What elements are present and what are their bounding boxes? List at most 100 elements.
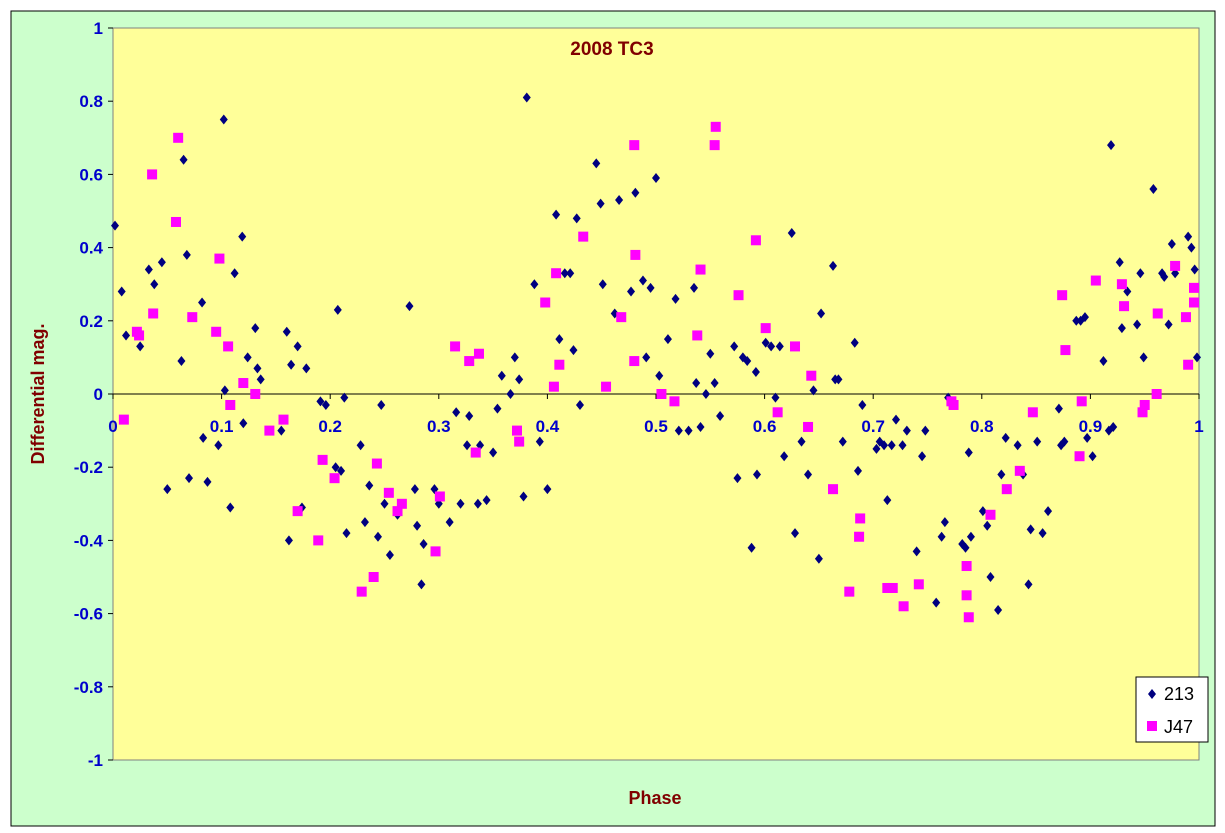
point-213	[902, 425, 911, 436]
point-213	[838, 436, 847, 447]
point-213	[410, 484, 419, 495]
y-tick-label: 0.6	[79, 165, 103, 184]
point-213	[596, 198, 605, 209]
point-j47	[214, 253, 225, 264]
point-213	[1193, 352, 1201, 363]
point-213	[780, 451, 789, 462]
point-213	[569, 345, 578, 356]
point-213	[918, 451, 927, 462]
point-213	[543, 484, 552, 495]
point-j47	[887, 582, 898, 593]
point-j47	[1183, 359, 1194, 370]
point-j47	[223, 341, 234, 352]
x-tick-label: 0.7	[861, 417, 885, 436]
point-j47	[1060, 345, 1071, 356]
point-213	[465, 410, 474, 421]
x-tick-label: 0.4	[536, 417, 560, 436]
point-213	[829, 260, 838, 271]
point-213	[1149, 184, 1158, 195]
legend-marker-j47	[1147, 721, 1157, 731]
point-213	[497, 370, 506, 381]
point-213	[858, 399, 867, 410]
point-213	[883, 495, 892, 506]
point-213	[111, 220, 119, 231]
x-tick-label: 0.5	[644, 417, 668, 436]
point-213	[775, 341, 784, 352]
point-213	[997, 469, 1006, 480]
point-213	[365, 480, 374, 491]
point-213	[671, 293, 680, 304]
point-213	[575, 399, 584, 410]
point-213	[552, 209, 561, 220]
point-213	[1026, 524, 1035, 535]
point-213	[493, 403, 502, 414]
point-213	[1115, 257, 1124, 268]
point-j47	[1152, 308, 1163, 319]
point-j47	[317, 454, 328, 465]
point-213	[1088, 451, 1097, 462]
series-j47-points	[118, 121, 1199, 623]
point-213	[797, 436, 806, 447]
point-213	[515, 374, 524, 385]
point-j47	[963, 612, 974, 623]
point-213	[163, 484, 172, 495]
point-j47	[1014, 465, 1025, 476]
point-j47	[396, 498, 407, 509]
point-213	[994, 604, 1003, 615]
y-axis-ticks: -1 -0.8 -0.6 -0.4 -0.2 0 0.2 0.4 0.6 0.8 1	[74, 19, 113, 770]
point-213	[964, 447, 973, 458]
point-213	[1187, 242, 1196, 253]
y-tick-label: -0.2	[74, 458, 103, 477]
point-j47	[470, 447, 481, 458]
y-tick-label: 0.2	[79, 312, 103, 331]
point-j47	[578, 231, 589, 242]
point-213	[684, 425, 693, 436]
point-213	[887, 440, 896, 451]
point-213	[1044, 506, 1053, 517]
point-213	[1117, 323, 1126, 334]
point-j47	[356, 586, 367, 597]
x-tick-label: 0.2	[318, 417, 342, 436]
series-213-points	[111, 92, 1201, 615]
point-213	[706, 348, 715, 359]
point-213	[983, 520, 992, 531]
legend-marker-213	[1148, 689, 1156, 699]
point-213	[1107, 140, 1116, 151]
point-213	[1054, 403, 1063, 414]
point-213	[730, 341, 739, 352]
point-213	[663, 334, 672, 345]
point-213	[872, 443, 881, 454]
y-tick-label: -0.4	[74, 531, 104, 550]
point-j47	[1027, 407, 1038, 418]
point-213	[555, 334, 564, 345]
point-213	[452, 407, 461, 418]
point-j47	[961, 561, 972, 572]
x-tick-label: 0	[108, 417, 117, 436]
point-j47	[844, 586, 855, 597]
point-j47	[211, 326, 222, 337]
point-213	[316, 396, 325, 407]
point-j47	[669, 396, 680, 407]
point-213	[932, 597, 941, 608]
point-j47	[854, 531, 865, 542]
point-213	[331, 462, 340, 473]
legend-box	[1135, 676, 1209, 743]
point-213	[1038, 528, 1047, 539]
point-j47	[1170, 260, 1181, 271]
point-j47	[1139, 399, 1150, 410]
point-j47	[616, 312, 627, 323]
point-213	[1160, 271, 1169, 282]
point-213	[767, 341, 776, 352]
point-213	[251, 323, 260, 334]
x-tick-label: 0.8	[970, 417, 994, 436]
point-j47	[985, 509, 996, 520]
point-213	[850, 337, 859, 348]
point-213	[743, 356, 752, 367]
y-tick-label: 0.4	[79, 239, 103, 258]
point-j47	[434, 491, 445, 502]
point-213	[302, 363, 311, 374]
point-j47	[692, 330, 703, 341]
point-j47	[750, 235, 761, 246]
point-213	[752, 469, 761, 480]
